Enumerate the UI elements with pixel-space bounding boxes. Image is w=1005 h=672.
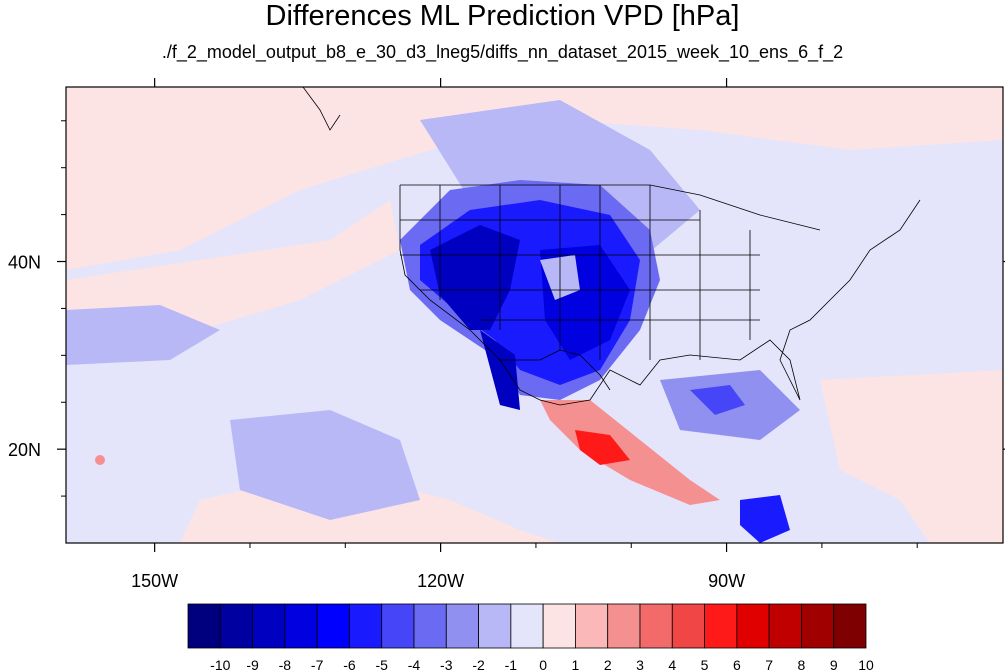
colorbar-label: -10: [210, 657, 230, 672]
mexico-positive: [540, 400, 720, 505]
colorbar-label: 1: [572, 657, 580, 672]
colorbar-label: -5: [375, 657, 388, 672]
pacific-mid-positive: [66, 200, 400, 340]
colorbar-swatch: [413, 603, 447, 649]
colorbar-label: -7: [311, 657, 324, 672]
colorbar: -10 -9 -8 -7 -6 -5 -4 -3 -2 -1 0 1 2 3 4 5 6 7 8 9 10: [187, 603, 874, 672]
colorbar-swatch: [736, 603, 770, 649]
map-title: Differences ML Prediction VPD [hPa]: [265, 0, 740, 32]
colorbar-swatch: [219, 603, 253, 649]
colorbar-swatch: [252, 603, 286, 649]
colorbar-swatch: [478, 603, 512, 649]
us-mexico-border: [500, 349, 611, 391]
colorbar-label: -1: [505, 657, 518, 672]
colorbar-label: -3: [440, 657, 453, 672]
colorbar-swatch: [607, 603, 641, 649]
map-frame: [65, 86, 1004, 544]
map-field: [66, 87, 1003, 543]
y-tick-label: 40N: [8, 253, 41, 273]
colorbar-swatch: [381, 603, 415, 649]
borders: [302, 87, 921, 406]
colorbar-swatch: [349, 603, 383, 649]
colorbar-label: 7: [765, 657, 773, 672]
great-basin-core: [430, 225, 520, 330]
hawaii-positive: [95, 455, 105, 465]
colorbar-label: -6: [343, 657, 356, 672]
y-tick-label: 20N: [8, 440, 41, 460]
x-tick-label: 150W: [131, 571, 178, 591]
colorbar-swatch: [542, 603, 576, 649]
pacific-negative-1: [66, 305, 220, 365]
colorbar-label: 10: [858, 657, 874, 672]
alaska-coast: [302, 87, 341, 131]
colorbar-swatch: [445, 603, 479, 649]
colorbar-label: 4: [668, 657, 676, 672]
pacific-north-positive: [66, 87, 1003, 270]
colorbar-swatch: [510, 603, 544, 649]
colorbar-swatch: [187, 603, 221, 649]
colorbar-label: 5: [701, 657, 709, 672]
us-canada-border: [400, 184, 821, 231]
colorbar-label: -4: [408, 657, 421, 672]
colorbar-swatch: [768, 603, 802, 649]
colorbar-label: -8: [279, 657, 292, 672]
pacific-negative-2: [230, 410, 420, 520]
central-america-negative: [740, 495, 790, 543]
colorbar-swatch: [801, 603, 835, 649]
us-coastline: [399, 185, 921, 406]
atlantic-positive: [820, 370, 1003, 543]
map-subtitle: ./f_2_model_output_b8_e_30_d3_lneg5/diff…: [161, 42, 844, 62]
mexico-core: [575, 430, 630, 465]
gulf-core: [690, 385, 745, 415]
colorbar-swatch: [639, 603, 673, 649]
x-tick-label: 90W: [708, 571, 745, 591]
colorbar-swatch: [671, 603, 705, 649]
state-lines-vertical: [439, 185, 751, 360]
colorbar-label: 3: [636, 657, 644, 672]
colorbar-label: 6: [733, 657, 741, 672]
colorbar-swatch: [704, 603, 738, 649]
colorbar-label: 9: [830, 657, 838, 672]
colorbar-swatch: [575, 603, 609, 649]
colorbar-label: 8: [798, 657, 806, 672]
colorbar-swatch: [833, 603, 867, 649]
colorbar-label: 0: [539, 657, 547, 672]
colorbar-label: -2: [472, 657, 485, 672]
x-tick-label: 120W: [417, 571, 464, 591]
colorbar-swatch: [316, 603, 350, 649]
state-lines-horizontal: [400, 219, 760, 321]
colorbar-label: 2: [604, 657, 612, 672]
colorbar-swatch: [284, 603, 318, 649]
colorbar-label: -9: [246, 657, 259, 672]
map-axes: 150W 120W 90W 20N 40N: [8, 78, 1005, 591]
